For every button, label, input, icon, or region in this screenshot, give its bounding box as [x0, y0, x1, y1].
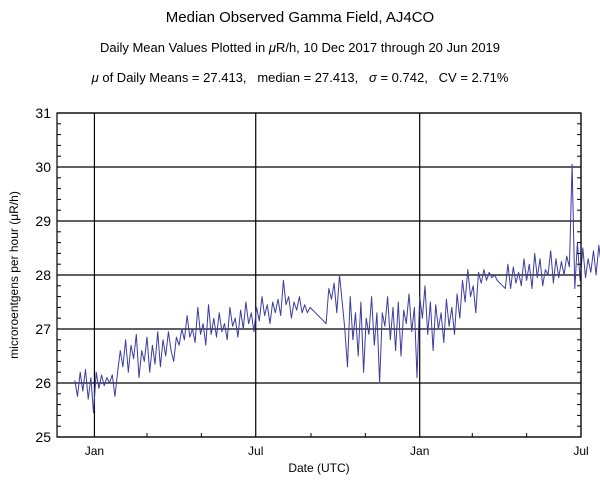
stats-part: of Daily Means = 27.413, median = 27.413… [98, 70, 370, 85]
chart-subtitle: Daily Mean Values Plotted in μR/h, 10 De… [0, 40, 600, 55]
y-axis-label: microroentgens per hour (μR/h) [7, 191, 21, 359]
y-tick-label: 31 [35, 105, 51, 121]
stats-sigma: σ [369, 70, 377, 85]
subtitle-part: R/h, 10 Dec 2017 through 20 Jun 2019 [275, 40, 501, 55]
plot-frame [56, 112, 582, 438]
x-tick-label: Jul [573, 444, 588, 458]
stats-mu: μ [91, 70, 99, 85]
series [74, 163, 600, 414]
y-tick-label: 25 [35, 429, 51, 445]
subtitle-mu: μ [268, 40, 276, 55]
y-tick-label: 29 [35, 213, 51, 229]
x-tick-label: Jan [85, 444, 104, 458]
stats-part: = 0.742, CV = 2.71% [376, 70, 509, 85]
ticks: 25 26 27 28 29 30 31 Jan Jul Jan Jul [35, 105, 588, 458]
y-tick-label: 30 [35, 159, 51, 175]
chart-title: Median Observed Gamma Field, AJ4CO [165, 9, 435, 26]
y-tick-label: 28 [35, 267, 51, 283]
chart-stats: μ of Daily Means = 27.413, median = 27.4… [0, 70, 600, 85]
y-tick-label: 27 [35, 321, 51, 337]
x-axis-label: Date (UTC) [288, 461, 349, 475]
y-tick-label: 26 [35, 375, 51, 391]
x-tick-label: Jan [410, 444, 429, 458]
subtitle-part: Daily Mean Values Plotted in [99, 40, 269, 55]
x-tick-label: Jul [248, 444, 263, 458]
series-line [74, 163, 600, 414]
grid [57, 112, 582, 438]
